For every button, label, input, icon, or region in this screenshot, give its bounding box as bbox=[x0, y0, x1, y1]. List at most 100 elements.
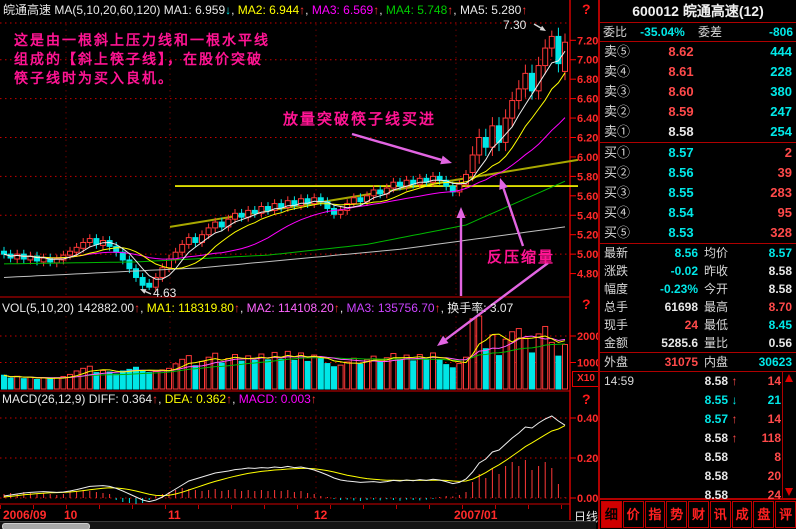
tick-row-6: 8.58 24 bbox=[600, 486, 783, 505]
bid-row-5-label: 买⑤ bbox=[604, 225, 631, 240]
stat-row-1: 涨跌 -0.02 昨收 8.58 bbox=[600, 262, 796, 280]
stat-row-5-label-1: 金额 bbox=[604, 336, 629, 350]
stat-row-5-label-2: 量比 bbox=[704, 336, 729, 350]
stock-title: 600012 皖通高速(12) bbox=[600, 0, 796, 23]
stat-row-3: 总手 61698 最高 8.70 bbox=[600, 298, 796, 316]
svg-text:5.60: 5.60 bbox=[577, 191, 598, 203]
tick-time bbox=[604, 467, 644, 486]
quote-tab-8[interactable]: 评 bbox=[775, 501, 796, 528]
scroll-down-arrow-icon[interactable] bbox=[785, 488, 793, 496]
outer-lots-label: 外盘 bbox=[604, 355, 629, 369]
dea-arrow: ↑ bbox=[226, 392, 233, 406]
stat-row-3-value-1: 61698 bbox=[664, 300, 698, 314]
weicha-label: 委差 bbox=[698, 25, 723, 39]
tick-price: 8.58 bbox=[704, 488, 728, 502]
pullback-annotation: 反压缩量 bbox=[487, 249, 556, 266]
high-price-label: 7.30 bbox=[503, 18, 527, 32]
candles-group bbox=[1, 27, 568, 292]
strategy-note-line: 组成的【斜上筷子线】，在股价突破 bbox=[14, 51, 263, 67]
separator: , bbox=[305, 3, 312, 17]
help-icon[interactable]: ? bbox=[582, 391, 591, 407]
stock-chart-canvas[interactable]: 7.20 7.00 6.80 6.60 6.40 6.20 6.00 5.80 5.60 5.40… bbox=[0, 0, 598, 529]
quote-tab-4[interactable]: 财 bbox=[688, 501, 709, 528]
ask-row-1-price: 8.58 bbox=[668, 124, 694, 139]
stat-row-1-value-1: -0.02 bbox=[670, 264, 698, 278]
bid-row-4-price: 8.54 bbox=[668, 205, 694, 220]
tick-price: 8.58 bbox=[704, 450, 728, 464]
ask-levels: 卖⑤ 8.62 444 卖④ 8.61 228 卖③ 8.60 380 卖② 8.59 247 卖① 8.… bbox=[600, 42, 796, 143]
period-label[interactable]: 日线 bbox=[574, 510, 599, 524]
stat-row-2-label-1: 幅度 bbox=[604, 282, 629, 296]
tick-row-2: 8.57 ↑ 14 bbox=[600, 410, 783, 429]
bid-row-2-volume: 39 bbox=[777, 165, 792, 180]
date-tick-label: 2007/01 bbox=[454, 508, 498, 522]
stat-row-5-value-1: 5285.6 bbox=[661, 336, 698, 350]
tick-time: 14:59 bbox=[604, 374, 635, 388]
ask-row-4-volume: 228 bbox=[770, 64, 792, 79]
quote-tab-5[interactable]: 讯 bbox=[709, 501, 731, 528]
svg-text:6.40: 6.40 bbox=[577, 113, 598, 125]
stat-row-4: 现手 24 最低 8.45 bbox=[600, 316, 796, 334]
svg-text:7.20: 7.20 bbox=[577, 35, 598, 47]
tick-no-arrow bbox=[728, 448, 741, 467]
svg-text:5.80: 5.80 bbox=[577, 171, 598, 183]
ma4-value: MA4: 5.748 bbox=[385, 3, 448, 17]
help-icon[interactable]: ? bbox=[582, 296, 591, 312]
bid-row-2-label: 买② bbox=[604, 165, 631, 180]
vol-value: VOL(5,10,20) 142882.00 bbox=[2, 301, 135, 315]
vol-ma3-arrow: ↑ bbox=[434, 301, 441, 315]
ma1-value: MA1: 6.959 bbox=[163, 3, 226, 17]
quote-panel: 600012 皖通高速(12) 委比 -35.04% 委差 -806 卖⑤ 8.6… bbox=[598, 0, 796, 529]
ask-row-3: 卖③ 8.60 380 bbox=[600, 82, 796, 102]
vol-ma1-arrow: ↑ bbox=[233, 301, 240, 315]
stat-row-2-value-2: 8.58 bbox=[768, 282, 792, 296]
bid-row-3: 买③ 8.55 283 bbox=[600, 183, 796, 203]
help-icon[interactable]: ? bbox=[582, 1, 591, 17]
bid-row-1: 买① 8.57 2 bbox=[600, 143, 796, 163]
svg-text:6.60: 6.60 bbox=[577, 94, 598, 106]
separator: , bbox=[232, 392, 239, 406]
ma2-arrow: ↑ bbox=[299, 3, 306, 17]
quote-tab-7[interactable]: 盘 bbox=[753, 501, 775, 528]
ask-row-5-price: 8.62 bbox=[668, 44, 694, 59]
inner-lots-label: 内盘 bbox=[704, 355, 729, 369]
quote-tab-2[interactable]: 指 bbox=[644, 501, 666, 528]
tick-time bbox=[604, 486, 644, 505]
stat-row-0-label-1: 最新 bbox=[604, 246, 629, 260]
tick-down-arrow-icon: ↓ bbox=[731, 393, 738, 407]
tick-price: 8.55 bbox=[704, 393, 728, 407]
quote-tab-3[interactable]: 势 bbox=[666, 501, 688, 528]
bid-row-3-label: 买③ bbox=[604, 185, 631, 200]
vol-ma2-arrow: ↑ bbox=[333, 301, 340, 315]
scrollbar-thumb[interactable] bbox=[2, 523, 90, 529]
scroll-up-arrow-icon[interactable] bbox=[785, 374, 793, 382]
tick-price: 8.58 bbox=[704, 469, 728, 483]
stat-row-2-value-1: -0.23% bbox=[659, 282, 698, 296]
tick-row-4: 8.58 8 bbox=[600, 448, 783, 467]
bid-row-5-volume: 328 bbox=[770, 225, 792, 240]
vol-ma3: MA3: 135756.70 bbox=[346, 301, 435, 315]
svg-text:4.80: 4.80 bbox=[577, 269, 598, 281]
svg-text:0.40: 0.40 bbox=[577, 413, 598, 425]
separator: , bbox=[158, 392, 165, 406]
date-tick-label: 11 bbox=[168, 508, 181, 522]
date-tick-label: 12 bbox=[314, 508, 328, 522]
bid-row-1-volume: 2 bbox=[784, 145, 792, 160]
quote-tab-0[interactable]: 细 bbox=[601, 501, 622, 528]
ma5-value: MA5: 5.280 bbox=[459, 3, 522, 17]
quote-tab-6[interactable]: 成 bbox=[731, 501, 753, 528]
macd-readout: MACD(26,12,9) DIFF: 0.364↑, DEA: 0.362↑,… bbox=[2, 392, 317, 406]
weibi-value: -35.04% bbox=[640, 25, 685, 39]
tick-up-arrow-icon: ↑ bbox=[731, 374, 738, 388]
stat-row-1-value-2: 8.58 bbox=[768, 264, 792, 278]
ma3-arrow: ↑ bbox=[373, 3, 380, 17]
tick-no-arrow bbox=[728, 486, 741, 505]
ask-row-5-volume: 444 bbox=[770, 44, 792, 59]
tick-time bbox=[604, 429, 644, 448]
svg-text:0.20: 0.20 bbox=[577, 453, 598, 465]
vertical-scrollbar[interactable] bbox=[782, 372, 796, 498]
horizontal-scrollbar[interactable] bbox=[0, 521, 596, 529]
ma3-value: MA3: 6.569 bbox=[311, 3, 374, 17]
quote-tab-1[interactable]: 价 bbox=[622, 501, 644, 528]
